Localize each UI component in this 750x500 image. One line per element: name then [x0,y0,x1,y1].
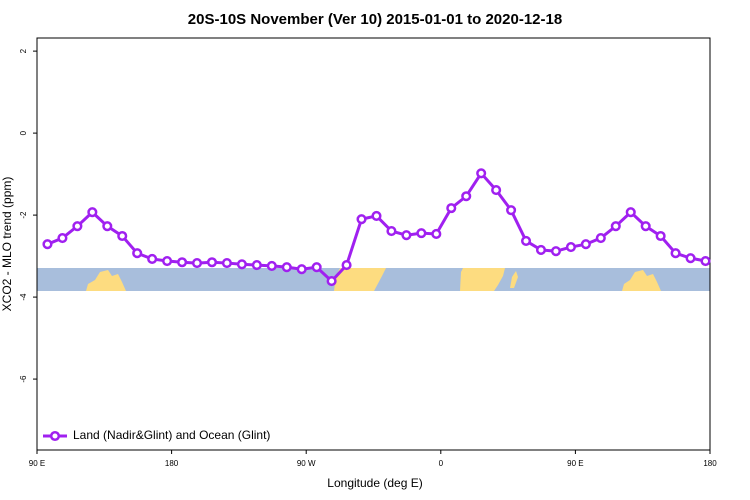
point [625,207,636,218]
point [595,233,606,244]
point [655,230,666,242]
land [460,268,505,291]
point [206,257,218,268]
point [670,248,681,259]
point [341,260,352,271]
point [191,258,203,269]
point [311,262,322,273]
land [622,270,661,291]
land [510,271,518,288]
x-tick-label: 180 [165,459,179,468]
point [535,244,547,255]
point [147,253,158,265]
point [117,230,128,242]
point [102,221,113,232]
legend-marker [49,430,61,442]
point [162,255,173,267]
point [461,191,472,202]
point [221,258,232,269]
point [177,257,188,268]
point [236,259,247,270]
x-tick-label: 90 W [297,459,316,468]
point [72,221,83,232]
plot-frame [36,37,711,451]
y-tick-label: 0 [19,130,28,135]
point [326,276,337,287]
x-tick-label: 90 E [29,459,45,468]
chart-title: 20S-10S November (Ver 10) 2015-01-01 to … [188,11,562,28]
x-tick-label: 0 [439,459,444,468]
point [371,210,382,221]
point [296,264,307,275]
point [87,207,98,218]
y-tick-label: -2 [19,211,28,219]
legend-label: Land (Nadir&Glint) and Ocean (Glint) [73,428,270,442]
land-ocean-map [37,268,710,291]
point [506,205,517,216]
point [476,168,487,179]
point [132,248,143,259]
point [640,221,651,232]
point [281,262,292,273]
y-axis-label: XCO2 - MLO trend (ppm) [0,177,14,312]
point [550,246,562,257]
point [356,214,367,225]
point [491,185,502,196]
y-tick-label: -4 [19,293,28,301]
point [580,239,591,250]
point [685,253,696,264]
y-tick-label: -6 [19,375,28,383]
point [401,230,412,241]
point [416,228,427,239]
x-tick-label: 180 [703,459,717,468]
point [57,233,68,244]
point [700,255,711,267]
point [520,235,532,246]
x-axis-label: Longitude (deg E) [327,476,422,490]
point [610,221,621,232]
x-tick-label: 90 E [567,459,583,468]
y-tick-label: 2 [19,48,28,53]
point [386,226,397,237]
point [446,203,457,214]
point [251,260,262,271]
point [565,242,576,253]
land [334,268,386,291]
point [266,260,277,271]
land [86,270,126,291]
point [42,239,53,250]
point [431,228,442,240]
